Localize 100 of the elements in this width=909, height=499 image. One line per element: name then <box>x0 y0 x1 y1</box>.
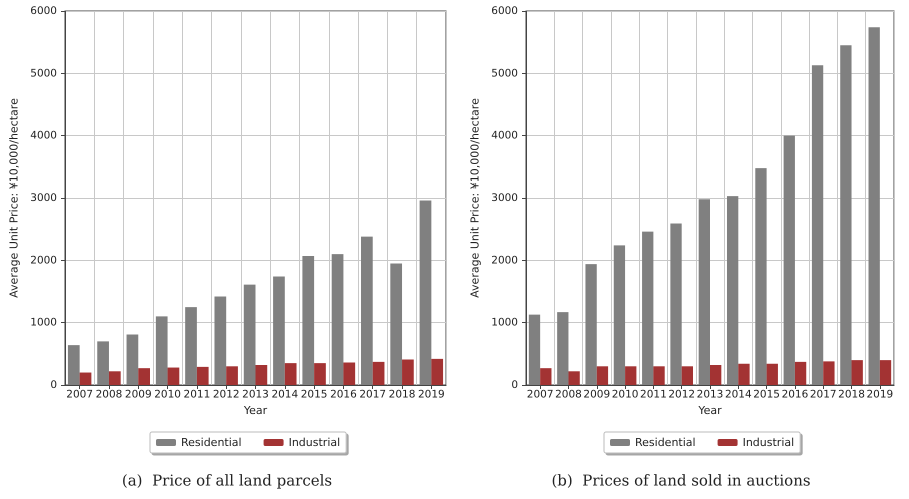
x-axis-title: Year <box>697 404 722 417</box>
bar <box>314 363 326 385</box>
x-tick-label: 2019 <box>866 388 894 400</box>
bar <box>710 365 722 385</box>
x-tick-label: 2012 <box>668 388 696 400</box>
bar <box>126 334 138 385</box>
x-tick-label: 2013 <box>696 388 724 400</box>
legend-label: Residential <box>181 436 242 449</box>
text: (b) Prices of land sold in auctions <box>551 472 811 490</box>
bar <box>698 199 710 385</box>
bar <box>540 368 552 385</box>
bar <box>68 345 80 385</box>
bar <box>766 364 778 385</box>
bar <box>840 45 852 385</box>
bar <box>670 224 682 385</box>
x-tick-label: 2011 <box>640 388 667 400</box>
bar <box>738 364 750 385</box>
y-tick-label: 1000 <box>30 316 57 329</box>
bar <box>302 256 314 385</box>
x-tick-label: 2016 <box>330 388 358 400</box>
x-tick-label: 2008 <box>96 388 122 400</box>
bar <box>185 307 197 385</box>
bar <box>868 27 880 385</box>
y-tick-label: 4000 <box>30 130 57 142</box>
bar <box>273 276 285 385</box>
bar <box>97 341 109 385</box>
y-axis-title: Average Unit Price: ¥10,000/hectare <box>7 98 20 298</box>
bar <box>214 296 226 385</box>
x-tick-label: 2018 <box>388 388 416 400</box>
bar <box>196 366 209 385</box>
bar <box>256 365 268 385</box>
x-tick-label: 2010 <box>154 388 181 400</box>
bar <box>852 360 863 385</box>
legend-label: Residential <box>635 436 696 449</box>
bar <box>361 236 373 385</box>
bar <box>431 358 444 385</box>
x-tick-label: 2017 <box>810 388 837 400</box>
x-tick-label: 2018 <box>838 388 865 400</box>
bar <box>343 362 356 385</box>
bar <box>402 359 414 385</box>
x-tick-label: 2019 <box>418 388 445 400</box>
bar <box>390 263 402 385</box>
y-tick-label: 0 <box>511 379 518 391</box>
bar <box>625 366 636 385</box>
y-tick-label: 1000 <box>491 316 518 329</box>
bar <box>108 371 121 385</box>
y-tick-label: 6000 <box>30 5 57 17</box>
x-tick-label: 2014 <box>271 388 298 400</box>
y-tick-label: 5000 <box>30 67 57 80</box>
y-tick-label: 3000 <box>30 192 57 204</box>
bar <box>226 366 238 385</box>
legend-label: Industrial <box>288 436 340 449</box>
bar <box>372 362 384 385</box>
bar <box>784 136 795 385</box>
legend-label: Industrial <box>742 436 794 449</box>
bar <box>794 362 806 385</box>
x-tick-label: 2007 <box>526 388 554 400</box>
text: (a) Price of all land parcels <box>122 472 332 490</box>
bar <box>332 254 344 385</box>
bar <box>726 196 738 385</box>
y-tick-label: 2000 <box>491 254 518 266</box>
bar <box>653 366 665 385</box>
bar <box>80 372 92 385</box>
x-tick-label: 2009 <box>583 388 610 400</box>
y-tick-label: 0 <box>50 379 57 391</box>
bar <box>614 245 626 385</box>
bar <box>156 316 168 385</box>
y-tick-label: 4000 <box>491 130 518 142</box>
bar <box>880 360 892 385</box>
bar <box>420 200 432 385</box>
bar <box>812 65 824 385</box>
x-tick-label: 2012 <box>212 388 240 400</box>
x-tick-label: 2007 <box>66 388 94 400</box>
bar <box>284 363 297 385</box>
y-axis-title: Average Unit Price: ¥10,000/hectare <box>468 98 482 298</box>
x-tick-label: 2015 <box>300 388 328 400</box>
bar <box>168 368 180 385</box>
x-tick-label: 2009 <box>124 388 152 400</box>
bar <box>138 368 150 385</box>
x-tick-label: 2014 <box>724 388 752 400</box>
bar <box>596 366 608 385</box>
bar <box>823 361 835 385</box>
bar <box>557 312 568 385</box>
bar <box>528 314 540 385</box>
bar <box>585 264 597 385</box>
bar <box>755 168 767 385</box>
x-tick-label: 2013 <box>242 388 269 400</box>
y-tick-label: 6000 <box>491 5 518 17</box>
x-tick-label: 2016 <box>782 388 809 400</box>
x-axis-title: Year <box>242 404 268 417</box>
x-tick-label: 2008 <box>555 388 582 400</box>
x-tick-label: 2017 <box>359 388 386 400</box>
bar <box>244 284 256 385</box>
x-tick-label: 2015 <box>753 388 780 400</box>
bar <box>568 371 580 385</box>
bar <box>682 366 694 385</box>
y-tick-label: 5000 <box>491 67 518 80</box>
y-tick-label: 3000 <box>491 192 518 204</box>
x-tick-label: 2011 <box>184 388 210 400</box>
x-tick-label: 2010 <box>612 388 638 400</box>
